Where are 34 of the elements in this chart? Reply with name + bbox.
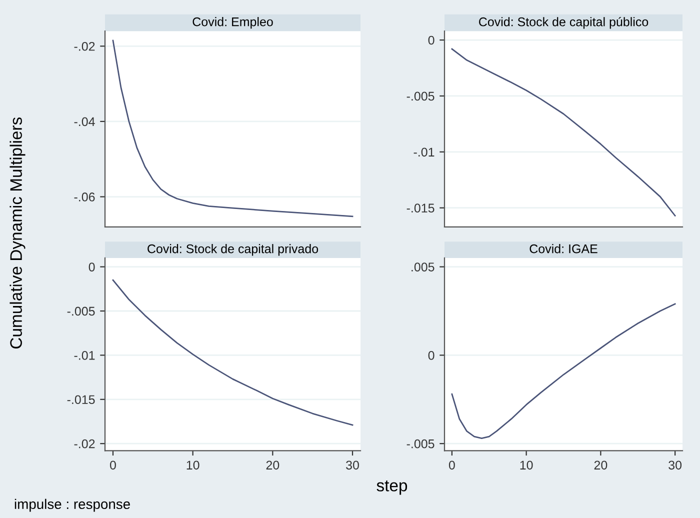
line-series xyxy=(112,279,354,426)
line-series xyxy=(451,303,676,439)
y-tick-label: 0 xyxy=(88,262,95,272)
y-tick-label: -.005 xyxy=(406,439,434,448)
y-tick-label: -.04 xyxy=(74,117,95,126)
y-tick-label: -.06 xyxy=(74,192,95,202)
line-series xyxy=(451,48,676,216)
y-tick-label: -.005 xyxy=(67,306,95,316)
y-tick-label: -.01 xyxy=(74,350,95,360)
chart-title: Covid: Empleo xyxy=(192,17,273,29)
x-tick-label: 20 xyxy=(266,460,280,470)
x-axis-title: step xyxy=(376,480,408,495)
x-tick-label: 0 xyxy=(448,460,455,470)
x-tick-label: 20 xyxy=(594,460,608,470)
y-tick-label: -.005 xyxy=(406,92,434,101)
y-tick-label: -.01 xyxy=(414,148,434,157)
x-tick-label: 30 xyxy=(668,460,682,470)
y-axis-title: Cumulative Dynamic Multipliers xyxy=(10,117,26,348)
x-tick-label: 0 xyxy=(110,460,116,470)
y-tick-label: 0 xyxy=(428,350,434,360)
x-tick-label: 10 xyxy=(520,460,533,470)
y-tick-label: -.02 xyxy=(74,42,95,51)
x-tick-label: 30 xyxy=(346,460,359,470)
y-tick-label: .005 xyxy=(412,262,434,272)
chart-title: Covid: Stock de capital privado xyxy=(148,244,318,256)
text: impulse : response xyxy=(14,498,130,512)
line-series xyxy=(112,40,354,218)
y-tick-label: -.015 xyxy=(67,395,95,404)
chart-title: Covid: IGAE xyxy=(530,244,598,254)
y-tick-label: 0 xyxy=(428,36,434,45)
x-tick-label: 10 xyxy=(186,460,200,470)
y-tick-label: -.015 xyxy=(406,204,434,213)
chart-title: Covid: Stock de capital público xyxy=(479,16,648,29)
y-tick-label: -.02 xyxy=(74,439,95,448)
